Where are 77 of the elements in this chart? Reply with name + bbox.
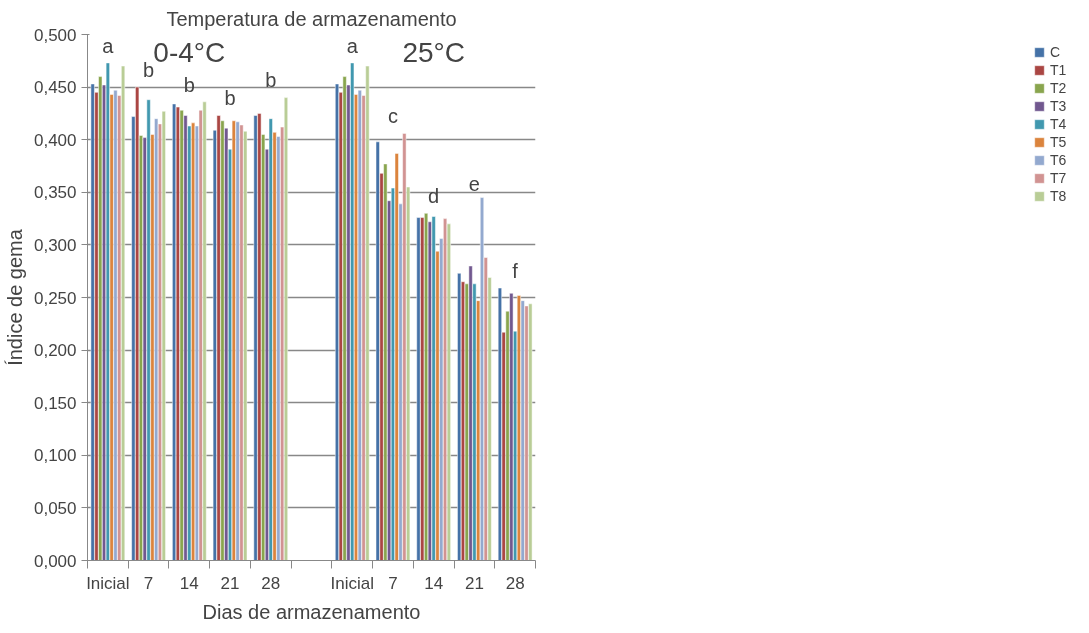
bar [257, 113, 262, 561]
y-tick-label: 0,150 [33, 393, 77, 413]
bar [268, 118, 273, 561]
y-tick-label: 0,050 [33, 498, 77, 518]
y-tick-label: 0,450 [33, 78, 77, 98]
x-tick-label: 21 [220, 573, 240, 593]
y-tick-label: 0,200 [33, 341, 77, 361]
y-tick-label: 0,000 [33, 551, 77, 571]
y-axis-title: Índice de gema [3, 228, 26, 366]
x-tick-label: 28 [261, 573, 281, 593]
bar [357, 90, 362, 561]
bar [365, 65, 370, 561]
annotation: 25°C [402, 37, 465, 69]
annotation: b [143, 58, 155, 81]
annotation: e [468, 173, 480, 196]
bar [202, 101, 207, 561]
bar [402, 133, 407, 561]
annotation: c [387, 105, 398, 128]
y-tick-label: 0,350 [33, 183, 77, 203]
legend-label: T5 [1050, 134, 1068, 150]
chart-title: Temperatura de armazenamento [166, 7, 457, 30]
x-tick-label: 14 [179, 573, 199, 593]
bar [179, 109, 184, 561]
y-tick-label: 0,500 [33, 25, 77, 45]
bar [375, 141, 380, 561]
annotation: b [265, 69, 277, 92]
bar [253, 115, 258, 561]
bar [161, 111, 166, 561]
bar [121, 65, 126, 561]
annotation: 0-4°C [153, 37, 226, 69]
bar [231, 120, 236, 561]
bar [416, 217, 421, 561]
bar [216, 115, 221, 561]
y-tick-label: 0,250 [33, 288, 77, 308]
annotation: f [512, 259, 519, 282]
x-tick-label: 7 [143, 573, 154, 593]
bar [509, 293, 514, 561]
bar [528, 303, 533, 561]
x-tick-label: Inicial [86, 573, 130, 593]
x-tick-label: Inicial [330, 573, 374, 593]
legend-label: T8 [1050, 188, 1068, 204]
x-tick-label: 21 [464, 573, 484, 593]
bar [431, 216, 436, 561]
bar [468, 265, 473, 561]
annotation: a [102, 34, 115, 57]
x-tick-label: 7 [388, 573, 398, 593]
legend-label: T1 [1050, 62, 1068, 78]
bar [90, 83, 95, 561]
bar [105, 62, 110, 561]
bar [154, 118, 159, 561]
bar [383, 163, 388, 561]
annotation: a [346, 34, 359, 57]
legend-label: T4 [1050, 116, 1068, 132]
x-tick-label: 28 [505, 573, 525, 593]
bar [98, 76, 103, 561]
bar [146, 99, 151, 561]
bar [235, 121, 240, 561]
bar [283, 97, 288, 561]
legend-label: C [1050, 44, 1062, 60]
legend-label: T3 [1050, 98, 1068, 114]
legend-label: T2 [1050, 80, 1068, 96]
bar [113, 90, 118, 561]
y-tick-label: 0,100 [33, 446, 77, 466]
bar [135, 86, 140, 561]
x-tick-label: 14 [424, 573, 444, 593]
legend-label: T6 [1050, 152, 1068, 168]
bar [239, 124, 244, 561]
y-tick-label: 0,300 [33, 235, 77, 255]
x-axis-title: Dias de armazenamento [202, 600, 421, 623]
bar [394, 153, 399, 561]
bar [420, 217, 425, 561]
annotation: b [224, 87, 236, 110]
bar [350, 62, 355, 561]
y-tick-label: 0,400 [33, 130, 77, 150]
legend-label: T7 [1050, 170, 1068, 186]
bar [342, 76, 347, 561]
bar [457, 273, 462, 561]
